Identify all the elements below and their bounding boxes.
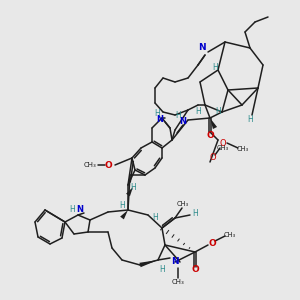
Text: H: H [212,62,218,71]
Text: O: O [104,160,112,169]
Text: CH₃: CH₃ [84,162,96,168]
Text: H: H [119,202,125,211]
Text: CH₃: CH₃ [177,201,189,207]
Text: H: H [215,107,221,116]
Text: H: H [195,107,201,116]
Text: H: H [154,109,160,118]
Text: H: H [130,182,136,191]
Text: H: H [192,208,198,217]
Text: CH₃: CH₃ [172,279,184,285]
Text: N: N [157,116,164,124]
Polygon shape [210,118,217,129]
Polygon shape [120,210,128,219]
Text: H: H [247,116,253,124]
Text: CH₃: CH₃ [217,145,229,151]
Text: N: N [198,44,206,52]
Text: N: N [76,206,83,214]
Polygon shape [126,187,133,196]
Polygon shape [140,260,158,267]
Text: O: O [206,131,214,140]
Text: CH₃: CH₃ [224,232,236,238]
Text: N: N [171,257,179,266]
Text: O: O [210,154,216,163]
Text: H: H [69,206,75,214]
Text: O: O [191,266,199,274]
Text: O: O [208,238,216,247]
Text: N: N [179,118,187,127]
Text: H: H [175,110,181,119]
Text: CH₃: CH₃ [237,146,249,152]
Text: O: O [220,139,226,148]
Text: H: H [159,266,165,274]
Text: H: H [152,214,158,223]
